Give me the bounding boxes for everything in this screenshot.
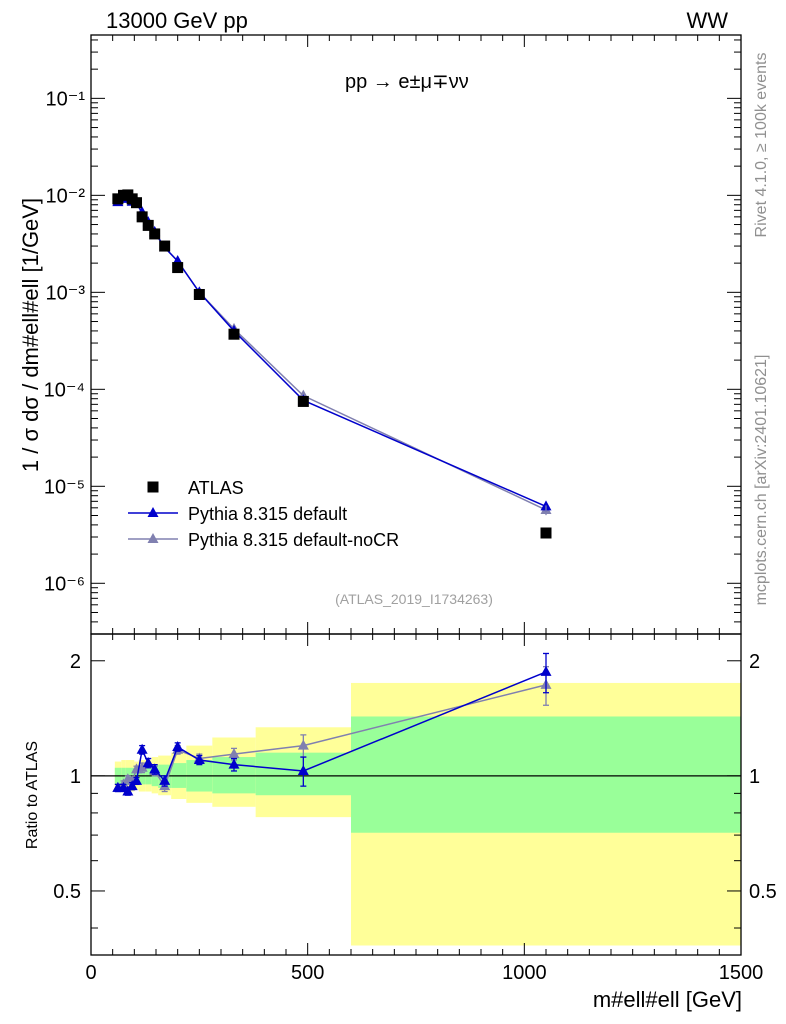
y-tick-label: 10⁻² [46,185,86,207]
default-ratio-marker [149,763,161,774]
legend-marker [147,507,159,517]
nocr-ratio-marker [228,748,240,759]
legend-marker-atlas [147,481,159,493]
default-ratio-marker [136,743,148,754]
ratio-y-tick-label-right: 1 [749,766,760,788]
nocr-series-line [117,194,547,511]
nocr-ratio-marker [136,761,148,772]
default-ratio-marker [228,758,240,769]
x-tick-label: 1000 [502,962,547,984]
legend-label-atlas: ATLAS [188,478,244,498]
main-panel: 10⁻⁶ 10⁻⁵ 10⁻⁴ 10⁻³ 10⁻² 10⁻¹ [44,34,742,635]
default-ratio-marker [142,757,154,768]
ratio-y-tick-label: 2 [70,651,81,673]
default-ratio-marker [131,774,142,785]
ratio-y-tick-label: 1 [70,766,81,788]
nocr-ratio-marker [297,739,309,750]
atlas-data-point [193,288,205,300]
legend-label-default: Pythia 8.315 default [188,504,347,524]
default-ratio-marker [193,754,205,765]
default-series-line [117,197,547,508]
y-tick-label: 10⁻¹ [46,88,86,110]
default-ratio-marker [540,665,552,676]
atlas-data-point [297,395,309,407]
legend-marker [147,533,159,543]
y-tick-label: 10⁻⁶ [44,573,85,595]
main-y-axis-label: 1 / σ dσ / dm#ell#ell [1/GeV] [18,198,43,472]
atlas-data-point [112,193,124,205]
analysis-id: (ATLAS_2019_I1734263) [335,591,493,607]
default-ratio-marker [126,780,138,791]
uncertainty-band-inner [351,716,741,833]
y-tick-label: 10⁻⁴ [44,379,85,401]
x-tick-label: 0 [85,962,96,984]
process-label: pp → e±μ∓νν [345,71,469,93]
legend-label-nocr: Pythia 8.315 default-noCR [188,530,399,550]
default-ratio-marker [172,740,184,751]
atlas-data-point [131,197,142,209]
ratio-y-tick-label-right: 2 [749,651,760,673]
atlas-data-point [172,262,184,274]
x-tick-label: 500 [291,962,324,984]
ratio-y-tick-label: 0.5 [53,881,81,903]
atlas-data-point [540,527,552,539]
header-right: WW [686,8,728,33]
rivet-version-label: Rivet 4.1.0, ≥ 100k events [753,53,770,238]
atlas-data-point [142,219,154,231]
atlas-data-point [149,228,161,240]
default-ratio-marker [122,785,134,796]
default-ratio-marker [159,774,171,785]
atlas-data-point [159,240,171,252]
x-tick-label: 1500 [719,962,764,984]
y-tick-label: 10⁻³ [46,282,86,304]
x-axis-label: m#ell#ell [GeV] [593,987,742,1012]
y-tick-label: 10⁻⁵ [44,476,85,498]
atlas-data-point [136,211,148,223]
ratio-plot-frame [90,633,742,956]
ratio-panel: 0 500 1000 1500 0.5 0.5 1 1 2 2 [53,633,777,984]
legend: ATLAS Pythia 8.315 default Pythia 8.315 de… [128,478,399,550]
default-ratio-marker [297,764,309,775]
ratio-y-axis-label: Ratio to ATLAS [24,741,41,849]
mcplots-label: mcplots.cern.ch [arXiv:2401.10621] [753,355,770,606]
header-left: 13000 GeV pp [106,8,248,33]
atlas-data-point [228,328,240,340]
ratio-y-tick-label-right: 0.5 [749,881,777,903]
